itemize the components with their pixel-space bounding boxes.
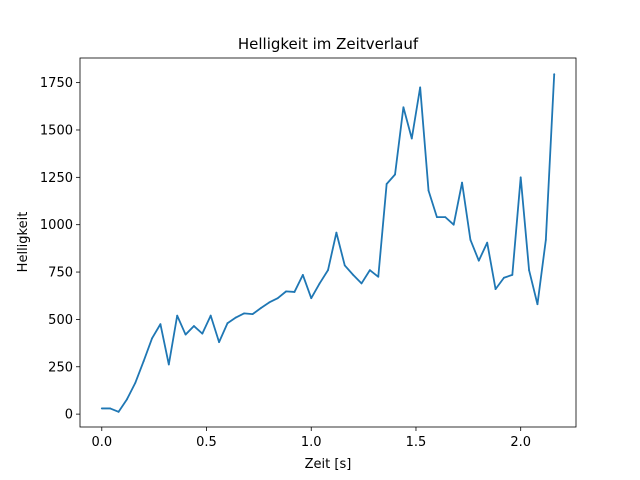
y-axis: 0 250 500 750 1000 1250 1500 1750 (40, 76, 80, 423)
data-point (444, 216, 447, 219)
data-point (477, 259, 480, 262)
data-point (142, 360, 145, 362)
data-point (402, 106, 405, 109)
data-point (159, 323, 162, 326)
data-point (377, 275, 380, 278)
data-point (117, 410, 120, 413)
data-point (184, 333, 187, 336)
data-point (528, 269, 530, 272)
data-point (310, 297, 313, 300)
data-point (461, 181, 463, 184)
data-point (193, 325, 195, 327)
data-point (134, 381, 137, 384)
y-tick-label: 500 (48, 313, 73, 328)
x-tick-label: 1.5 (406, 435, 427, 450)
data-points (100, 73, 556, 413)
y-tick-label: 0 (65, 408, 73, 423)
data-point (519, 176, 522, 179)
data-point (176, 314, 179, 317)
data-point (452, 223, 455, 226)
data-point (251, 313, 254, 316)
x-tick-label: 1.0 (301, 435, 322, 450)
data-point (410, 137, 413, 140)
data-point (109, 407, 112, 410)
x-axis-label: Zeit [s] (305, 457, 352, 472)
x-tick-label: 2.0 (510, 435, 531, 450)
data-point (126, 398, 128, 401)
y-tick-label: 1250 (40, 171, 73, 186)
data-point (268, 301, 271, 304)
y-tick-label: 1500 (40, 123, 73, 138)
data-point (301, 273, 304, 276)
data-point (343, 264, 346, 267)
data-point (419, 86, 422, 89)
data-point (293, 291, 296, 293)
data-point (352, 273, 355, 276)
data-point (394, 173, 396, 176)
data-point (209, 314, 212, 317)
data-point (100, 407, 103, 410)
data-point (486, 241, 489, 244)
data-point (234, 316, 237, 319)
data-point (544, 238, 547, 241)
x-tick-label: 0.0 (91, 435, 112, 450)
data-point (151, 337, 153, 340)
x-axis: 0.0 0.5 1.0 1.5 2.0 (91, 427, 531, 450)
data-point (536, 303, 539, 306)
data-point (553, 73, 556, 76)
plot-frame (79, 57, 577, 428)
x-tick-label: 0.5 (196, 435, 217, 450)
data-point (327, 269, 329, 272)
data-point (503, 276, 505, 279)
y-tick-label: 750 (48, 266, 73, 281)
data-point (218, 341, 220, 344)
data-point (276, 297, 279, 300)
data-point (318, 282, 321, 285)
y-tick-label: 1750 (40, 76, 73, 91)
data-point (436, 216, 438, 219)
data-point (385, 183, 388, 185)
y-axis-label: Helligkeit (16, 212, 31, 273)
data-point (335, 231, 338, 234)
data-point (360, 282, 363, 285)
data-point (427, 189, 430, 192)
data-point (243, 312, 246, 315)
y-tick-label: 1000 (40, 218, 73, 233)
data-point (368, 269, 371, 272)
data-point (201, 332, 204, 335)
data-point (469, 238, 472, 241)
y-tick-label: 250 (48, 360, 73, 375)
data-point (167, 363, 170, 366)
data-point (260, 307, 262, 309)
data-point (511, 273, 514, 276)
chart-title: Helligkeit im Zeitverlauf (238, 35, 419, 53)
data-point (494, 288, 497, 290)
data-point (285, 290, 288, 293)
data-point (226, 322, 229, 325)
